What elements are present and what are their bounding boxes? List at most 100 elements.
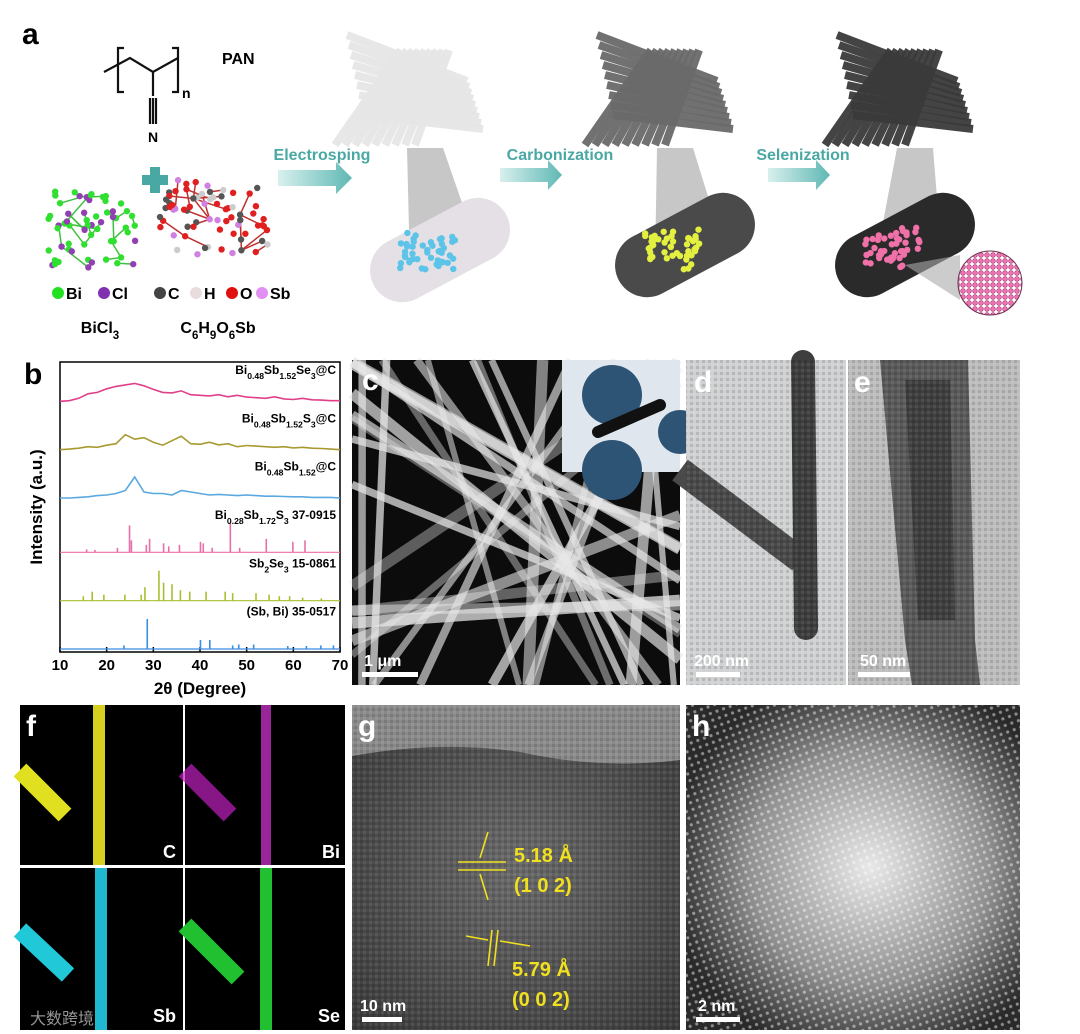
fiber [881, 48, 931, 147]
atom [172, 187, 179, 195]
panel-a: a PAN n N Bi Cl C H O Sb BiCl3 C6H9O6Sb Elect… [22, 18, 1023, 342]
atom [174, 246, 181, 254]
bicl3-molecule [45, 188, 139, 271]
nanoparticle [867, 260, 874, 267]
panel-h: h 2 nm [686, 705, 1020, 1030]
fiber [378, 357, 599, 688]
series-label: (Sb, Bi) 35-0517 [247, 605, 337, 619]
nanoparticle [409, 250, 416, 257]
legend-dot [190, 287, 202, 299]
plane-index: (0 0 2) [512, 989, 570, 1011]
atom [130, 260, 137, 268]
bond [174, 180, 179, 209]
nanoparticle [869, 235, 876, 243]
atom [94, 225, 101, 233]
atom [254, 184, 261, 192]
nanoparticle [692, 235, 699, 243]
nanoparticle [903, 231, 910, 239]
atom [174, 177, 182, 184]
atom [107, 237, 115, 245]
panel-label: e [854, 366, 871, 399]
atom [84, 221, 91, 229]
bond [162, 220, 186, 237]
atom [71, 189, 78, 196]
nanoparticle [397, 264, 404, 272]
atom [237, 236, 245, 243]
atom [65, 240, 72, 247]
scale-bar [858, 672, 910, 677]
series-label: Sb2Se3 15-0861 [249, 556, 336, 574]
atom [123, 207, 131, 215]
nanoparticle [695, 226, 702, 233]
fiber [369, 359, 391, 686]
panel-f: f C Bi Sb Se 大数跨境 [13, 705, 345, 1030]
scale-label: 1 μm [364, 653, 401, 670]
fiber [651, 48, 697, 147]
bond [239, 193, 251, 215]
fiber [631, 48, 685, 147]
legend-dot [52, 287, 64, 299]
atom [170, 232, 177, 239]
x-tick-label: 50 [238, 657, 255, 674]
atom [223, 217, 230, 225]
atom [214, 216, 221, 224]
legend-label: O [240, 286, 252, 303]
fiber [901, 48, 943, 147]
nanoparticle [661, 239, 668, 246]
atom-label: N [148, 129, 158, 145]
lattice-markers [458, 831, 531, 967]
nanoparticle [434, 257, 441, 264]
polymer-label: PAN [222, 51, 255, 68]
atom [99, 193, 107, 201]
arrow [500, 160, 562, 190]
panel-label: h [692, 710, 710, 743]
atomic-lattice [686, 705, 1020, 1030]
nanoparticle [449, 238, 456, 245]
atom [58, 243, 65, 250]
xrd-chart: b 10 20 30 40 50 60 70 2θ (Degree) Intensity (a.… [24, 358, 348, 698]
nanoparticle [406, 257, 413, 264]
nanoparticle [887, 232, 895, 239]
atom [92, 213, 100, 220]
texture [686, 360, 846, 685]
atom [228, 214, 235, 221]
d-spacing: 5.79 Å [512, 957, 571, 981]
atom [207, 195, 214, 203]
atom-legend: Bi Cl C H O Sb [52, 286, 291, 303]
fiber [381, 48, 435, 147]
nanoparticle [444, 259, 451, 267]
d-spacing: 5.18 Å [514, 843, 573, 867]
atom [250, 210, 257, 217]
nanoparticle [403, 243, 411, 250]
nanoparticle [912, 228, 919, 236]
nanoparticle [896, 236, 903, 243]
watermark: 大数跨境 [30, 1009, 94, 1028]
nanoparticle [871, 244, 878, 252]
atom [186, 203, 194, 211]
fiber [401, 48, 447, 147]
atom [229, 189, 237, 197]
atom [114, 259, 121, 267]
atom [131, 237, 139, 245]
nanoparticle [641, 230, 649, 237]
step-label: Selenization [756, 147, 849, 164]
repeat-n: n [182, 85, 191, 101]
zoom-cone [905, 255, 960, 300]
scale-bar [362, 672, 418, 677]
nanoparticle [897, 248, 905, 255]
element-label: Bi [322, 842, 340, 862]
nanoparticle [663, 255, 671, 262]
atom [218, 193, 225, 200]
bond [61, 245, 89, 268]
x-tick-label: 10 [52, 657, 69, 674]
scale-bar [362, 1017, 402, 1022]
legend-dot [226, 287, 238, 299]
atom [180, 206, 188, 213]
fiber [349, 359, 683, 584]
fiber [351, 594, 681, 629]
legend-dot [154, 287, 166, 299]
atom [80, 209, 88, 216]
panel-label: a [22, 18, 39, 51]
atom [259, 222, 266, 229]
